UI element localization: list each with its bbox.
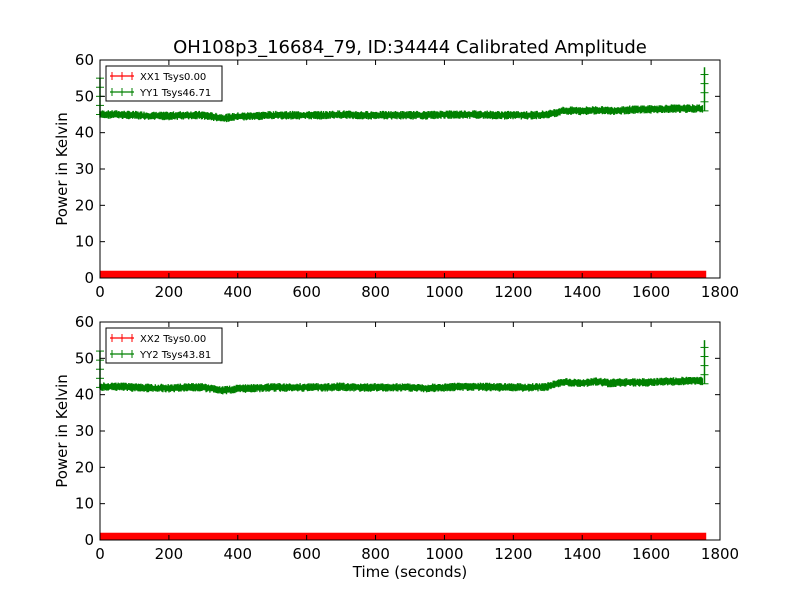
legend: XX2 Tsys0.00 YY2 Tsys43.81 xyxy=(105,327,223,364)
legend: XX1 Tsys0.00 YY1 Tsys46.71 xyxy=(105,65,223,102)
x-tick-label: 1800 xyxy=(701,283,739,301)
x-axis-label: Time (seconds) xyxy=(352,563,468,581)
y-tick-label: 0 xyxy=(84,531,94,549)
x-tick-label: 1600 xyxy=(632,545,670,563)
x-tick-label: 200 xyxy=(155,545,184,563)
y-axis-label: Power in Kelvin xyxy=(53,112,71,226)
legend-box xyxy=(105,327,223,364)
series-trend xyxy=(100,107,703,119)
series-band xyxy=(100,270,707,278)
y-tick-label: 20 xyxy=(75,196,94,214)
x-tick-label: 0 xyxy=(95,283,105,301)
series-1 xyxy=(100,270,707,278)
x-tick-label: 1000 xyxy=(425,545,463,563)
x-tick-label: 1400 xyxy=(563,283,601,301)
y-tick-label: 10 xyxy=(75,495,94,513)
chart-panel-2: 0 200 400 600 800 1000 1200 1400 1600 1800 0 10 20 30… xyxy=(53,313,739,581)
y-tick-label: 20 xyxy=(75,458,94,476)
y-tick-label: 60 xyxy=(75,51,94,69)
x-tick-label: 1200 xyxy=(494,545,532,563)
x-tick-label: 1200 xyxy=(494,283,532,301)
x-tick-label: 600 xyxy=(292,283,321,301)
legend-box xyxy=(105,65,223,102)
x-tick-label: 1800 xyxy=(701,545,739,563)
series-band xyxy=(100,532,707,540)
y-axis-label: Power in Kelvin xyxy=(53,374,71,488)
y-tick-label: 40 xyxy=(75,386,94,404)
y-tick-label: 60 xyxy=(75,313,94,331)
x-tick-label: 1600 xyxy=(632,283,670,301)
legend-label: XX2 Tsys0.00 xyxy=(140,334,206,345)
series-trend xyxy=(100,380,703,392)
x-tick-label: 400 xyxy=(223,283,252,301)
chart-title: OH108p3_16684_79, ID:34444 Calibrated Am… xyxy=(173,37,647,58)
y-tick-label: 10 xyxy=(75,233,94,251)
y-tick-label: 30 xyxy=(75,160,94,178)
x-tick-label: 200 xyxy=(155,283,184,301)
chart-panel-1: 0 200 400 600 800 1000 1200 1400 1600 1800 0 10 20 30… xyxy=(53,51,739,301)
series-1 xyxy=(100,532,707,540)
legend-label: YY2 Tsys43.81 xyxy=(139,350,211,361)
y-tick-label: 30 xyxy=(75,422,94,440)
x-tick-label: 800 xyxy=(361,545,390,563)
y-tick-label: 50 xyxy=(75,349,94,367)
x-tick-label: 1400 xyxy=(563,545,601,563)
y-tick-label: 0 xyxy=(84,269,94,287)
y-tick-label: 40 xyxy=(75,124,94,142)
x-tick-label: 600 xyxy=(292,545,321,563)
x-tick-label: 400 xyxy=(223,545,252,563)
legend-label: XX1 Tsys0.00 xyxy=(140,72,206,83)
legend-label: YY1 Tsys46.71 xyxy=(139,88,211,99)
x-tick-label: 800 xyxy=(361,283,390,301)
y-tick-label: 50 xyxy=(75,87,94,105)
x-tick-label: 1000 xyxy=(425,283,463,301)
x-tick-label: 0 xyxy=(95,545,105,563)
